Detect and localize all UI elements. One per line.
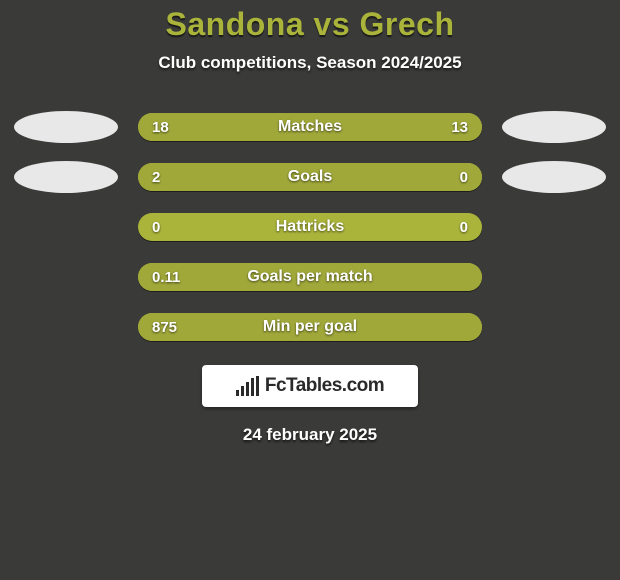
left-player-oval bbox=[14, 161, 118, 193]
stat-bar: 1813Matches bbox=[138, 113, 482, 141]
bar-row: 0 0Hattricks bbox=[0, 211, 620, 243]
logo-chart-icon bbox=[236, 376, 259, 396]
bar-row: 0.11Goals per match bbox=[0, 261, 620, 293]
stat-bar: 0.11Goals per match bbox=[138, 263, 482, 291]
bar-right-fill bbox=[338, 113, 482, 141]
bar-right-fill bbox=[417, 163, 482, 191]
right-player-oval bbox=[502, 111, 606, 143]
bar-left-fill bbox=[138, 313, 482, 341]
right-player-oval bbox=[502, 161, 606, 193]
bar-row: 875Min per goal bbox=[0, 311, 620, 343]
stat-bar: 875Min per goal bbox=[138, 313, 482, 341]
comparison-bars: 1813Matches 20Goals 0 0Hattricks 0.11Goals p… bbox=[0, 111, 620, 343]
bar-row: 20Goals bbox=[0, 161, 620, 193]
content-wrapper: Sandona vs Grech Club competitions, Seas… bbox=[0, 0, 620, 580]
left-player-oval bbox=[14, 111, 118, 143]
bar-left-fill bbox=[138, 113, 338, 141]
logo-box[interactable]: FcTables.com bbox=[202, 365, 418, 407]
bar-row: 1813Matches bbox=[0, 111, 620, 143]
bar-left-value: 0 bbox=[152, 213, 160, 241]
page-title: Sandona vs Grech bbox=[166, 6, 455, 43]
bar-right-value: 0 bbox=[460, 213, 468, 241]
bar-left-fill bbox=[138, 263, 482, 291]
stat-bar: 0 0Hattricks bbox=[138, 213, 482, 241]
logo: FcTables.com bbox=[236, 375, 384, 397]
stat-bar: 20Goals bbox=[138, 163, 482, 191]
logo-text: FcTables.com bbox=[265, 375, 384, 397]
footer-date: 24 february 2025 bbox=[243, 425, 377, 445]
page-subtitle: Club competitions, Season 2024/2025 bbox=[158, 53, 461, 73]
bar-label: Hattricks bbox=[138, 213, 482, 241]
